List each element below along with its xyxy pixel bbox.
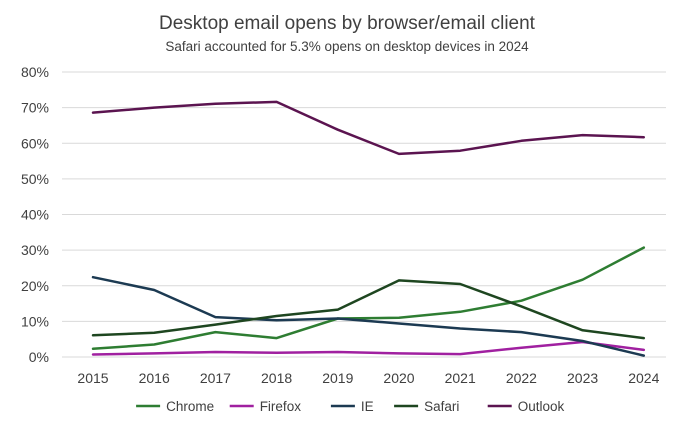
y-tick-label: 50% [21,171,49,187]
x-tick-label: 2023 [567,370,598,386]
gridlines [62,71,666,358]
y-tick-label: 0% [29,349,49,365]
series-line-chrome [91,246,646,351]
series-line-outlook [91,100,646,156]
y-tick-label: 10% [21,313,49,329]
y-tick-label: 70% [21,100,49,116]
y-tick-label: 20% [21,278,49,294]
x-axis-ticks: 2015 2016 2017 2018 2019 2020 2021 2022 2023 2024 [77,370,659,386]
series-line-firefox [91,340,646,356]
legend-label-chrome: Chrome [166,399,214,414]
legend-label-safari: Safari [424,399,459,414]
x-tick-label: 2017 [200,370,231,386]
legend-label-firefox: Firefox [260,399,302,414]
chart-title: Desktop email opens by browser/email cli… [159,13,536,34]
x-tick-label: 2015 [77,370,108,386]
x-tick-label: 2022 [506,370,537,386]
x-tick-label: 2018 [261,370,292,386]
x-tick-label: 2019 [322,370,353,386]
x-tick-label: 2024 [628,370,659,386]
legend-label-outlook: Outlook [518,399,565,414]
x-tick-label: 2020 [383,370,414,386]
x-tick-label: 2021 [445,370,476,386]
y-tick-label: 80% [21,64,49,80]
y-tick-label: 30% [21,242,49,258]
y-tick-label: 40% [21,207,49,223]
x-tick-label: 2016 [139,370,170,386]
series-line-ie [91,275,646,357]
y-tick-label: 60% [21,135,49,151]
legend-label-ie: IE [361,399,374,414]
y-axis-ticks: 0% 10% 20% 30% 40% 50% 60% 70% 80% [21,64,49,365]
series-line-safari [91,279,646,340]
series-lines [91,100,646,357]
legend: Chrome Firefox IE Safari Outlook [136,399,564,414]
chart-subtitle: Safari accounted for 5.3% opens on deskt… [165,39,529,54]
